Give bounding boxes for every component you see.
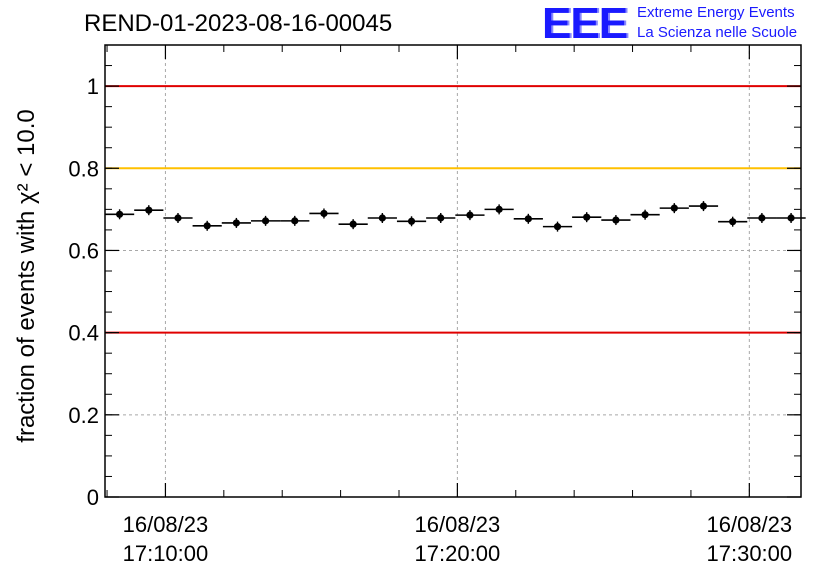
data-point <box>758 214 766 222</box>
data-points <box>105 201 806 232</box>
plot-frame <box>104 44 802 498</box>
y-tick-label: 0 <box>87 485 99 510</box>
data-point <box>261 217 270 225</box>
data-point <box>495 205 503 213</box>
y-tick-label: 0.2 <box>68 403 99 428</box>
data-point <box>145 206 153 214</box>
y-tick-label: 0.8 <box>68 156 99 181</box>
x-tick-label-date: 16/08/23 <box>123 512 209 537</box>
x-tick-label-time: 17:30:00 <box>707 541 793 566</box>
data-point <box>466 211 474 219</box>
tick-labels: 0 0.2 0.4 0.6 0.8 1 16/08/23 17:10:00 16/08/23 17… <box>68 74 792 566</box>
data-point <box>291 217 299 225</box>
logo-line-1: Extreme Energy Events <box>637 4 795 21</box>
x-tick-label-date: 16/08/23 <box>707 512 793 537</box>
data-point <box>583 213 591 221</box>
data-point <box>378 214 386 222</box>
reference-lines <box>105 85 801 334</box>
data-point <box>729 218 737 226</box>
data-point <box>320 209 328 218</box>
grid-lines <box>105 45 801 497</box>
data-point <box>203 222 211 230</box>
data-point <box>787 214 795 222</box>
data-point <box>115 210 124 218</box>
data-point <box>670 204 678 212</box>
y-axis-label: fraction of events with χ² < 10.0 <box>13 109 40 442</box>
axis-ticks <box>105 44 801 498</box>
y-tick-label: 0.6 <box>68 238 99 263</box>
data-point <box>641 211 649 219</box>
x-tick-label-time: 17:10:00 <box>123 541 209 566</box>
y-tick-label: 1 <box>87 74 99 99</box>
data-point <box>553 223 562 231</box>
x-tick-label-time: 17:20:00 <box>415 541 501 566</box>
data-point <box>174 214 182 222</box>
data-point <box>524 215 532 223</box>
data-point <box>349 220 357 228</box>
y-tick-label: 0.4 <box>68 321 99 346</box>
logo-mark: EEE <box>542 0 628 48</box>
data-point <box>699 202 708 210</box>
data-point <box>612 216 620 224</box>
data-point <box>437 214 445 222</box>
data-point <box>232 219 240 227</box>
run-title: REND-01-2023-08-16-00045 <box>84 10 393 37</box>
x-tick-label-date: 16/08/23 <box>415 512 501 537</box>
logo-line-2: La Scienza nelle Scuole <box>637 24 798 41</box>
data-point <box>407 217 416 225</box>
